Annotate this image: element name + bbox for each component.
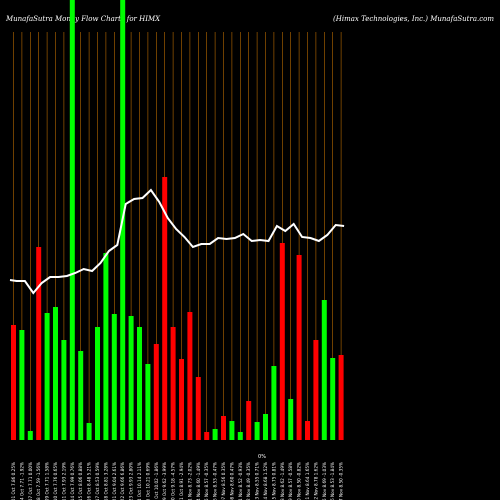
bar-down xyxy=(313,340,319,440)
tick-label: 17 Oct 8.53 0.59% xyxy=(95,462,100,500)
bar-up xyxy=(53,307,58,440)
bar-up xyxy=(145,364,151,440)
tick-label: 07 Oct 7.71 0.00% xyxy=(28,462,33,500)
x-axis-tick-labels: 01 Oct 7.86 0.25% 04 Oct 7.71 -1.92% 07 Oc… xyxy=(11,462,344,500)
bar-up xyxy=(229,421,235,440)
bar-down xyxy=(246,401,252,440)
bar-down xyxy=(170,327,176,440)
tick-label: 11 Nov 8.52 -0.93% xyxy=(238,462,243,500)
bar-up xyxy=(271,366,277,440)
chart-title-right: (Himax Technologies, Inc.) MunafaSutra.c… xyxy=(333,15,494,23)
bar-down xyxy=(36,247,42,440)
tick-label: 07 Nov 8.56 0.35% xyxy=(221,462,226,500)
tick-label: 10 Oct 7.76 0.65% xyxy=(53,462,58,500)
bar-up xyxy=(128,316,134,440)
tick-label: 06 Nov 8.53 -0.47% xyxy=(213,462,218,500)
tick-label: 28 Oct 10.02 -1.86% xyxy=(154,462,159,500)
bar-up xyxy=(19,330,25,440)
cumulative-flow-line xyxy=(9,188,345,295)
tick-label: 29 Oct 9.62 -3.99% xyxy=(162,462,167,500)
tick-label: 21 Nov 8.64 1.65% xyxy=(305,462,310,500)
tick-label: 25 Nov 8.69 -1.03% xyxy=(322,462,327,500)
tick-label: 27 Nov 8.50 -0.35% xyxy=(339,462,344,500)
bar-up xyxy=(263,414,268,440)
bar-down xyxy=(279,243,285,440)
tick-label: 01 Nov 8.73 -2.02% xyxy=(187,462,192,500)
bar-down xyxy=(195,377,201,440)
tick-label: 14 Oct 7.99 0.76% xyxy=(70,462,75,500)
tick-label: 08 Nov 8.60 0.47% xyxy=(229,462,234,500)
bar-down xyxy=(187,312,193,440)
tick-label: 14 Nov 8.68 1.52% xyxy=(263,462,268,500)
tick-label: 16 Oct 8.48 5.21% xyxy=(87,462,92,500)
bar-up xyxy=(95,327,100,440)
bar-up xyxy=(69,0,75,440)
tick-label: 31 Oct 8.91 -2.94% xyxy=(179,462,184,500)
tick-label: 25 Oct 10.21 0.69% xyxy=(145,462,150,500)
tick-label: 09 Oct 7.71 1.58% xyxy=(45,462,50,500)
bar-down xyxy=(204,432,210,440)
tick-label: 19 Nov 8.57 -0.58% xyxy=(288,462,293,500)
tick-label: 18 Oct 8.81 3.28% xyxy=(103,462,108,500)
tick-label: 15 Oct 8.06 0.88% xyxy=(78,462,83,500)
tick-label: 21 Oct 9.04 2.61% xyxy=(112,462,117,500)
chart-title-left: MunafaSutra Money Flow Charts for HIMX xyxy=(5,15,161,23)
bar-up xyxy=(86,423,92,440)
bar-up xyxy=(103,253,109,440)
tick-label: 08 Oct 7.59 -1.56% xyxy=(36,462,41,500)
bar-up xyxy=(288,399,294,440)
tick-label: 11 Oct 7.93 2.19% xyxy=(61,462,66,500)
bar-up xyxy=(44,313,50,440)
bar-up xyxy=(212,429,218,440)
tick-label: 05 Nov 8.57 -0.35% xyxy=(204,462,209,500)
bar-up xyxy=(61,340,67,440)
tick-label: 23 Oct 9.93 2.80% xyxy=(129,462,134,500)
bar-up xyxy=(137,327,142,440)
bar-down xyxy=(338,355,344,440)
tick-label: 24 Oct 10.14 2.11% xyxy=(137,462,142,500)
bar-down xyxy=(221,416,226,440)
bar-up xyxy=(330,358,336,440)
tick-label: 01 Oct 7.86 0.25% xyxy=(11,462,16,500)
tick-label: 04 Oct 7.71 -1.92% xyxy=(19,462,24,500)
tick-label: 30 Oct 9.18 -4.57% xyxy=(171,462,176,500)
bar-down xyxy=(179,359,184,440)
tick-label: 26 Nov 8.53 -1.84% xyxy=(330,462,335,500)
zero-percent-label: 0% xyxy=(258,454,266,460)
bar-up xyxy=(321,300,327,440)
bar-down xyxy=(162,177,168,440)
bar-up xyxy=(254,422,260,440)
tick-label: 22 Oct 9.66 6.86% xyxy=(120,462,125,500)
tick-label: 12 Nov 8.49 -0.35% xyxy=(246,462,251,500)
bar-up xyxy=(111,314,117,440)
bar-down xyxy=(305,421,310,440)
bar-down xyxy=(11,325,16,440)
tick-label: 13 Nov 8.55 0.71% xyxy=(255,462,260,500)
bar-down xyxy=(296,255,302,440)
bar-up xyxy=(27,431,33,440)
tick-label: 22 Nov 8.78 1.62% xyxy=(313,462,318,500)
tick-label: 04 Nov 8.60 -1.49% xyxy=(196,462,201,500)
bar-down xyxy=(153,344,159,440)
tick-label: 15 Nov 8.75 0.81% xyxy=(271,462,276,500)
tick-label: 20 Nov 8.50 -0.82% xyxy=(297,462,302,500)
tick-label: 18 Nov 8.62 -1.49% xyxy=(280,462,285,500)
bar-up xyxy=(78,351,84,440)
bar-up xyxy=(237,432,243,440)
